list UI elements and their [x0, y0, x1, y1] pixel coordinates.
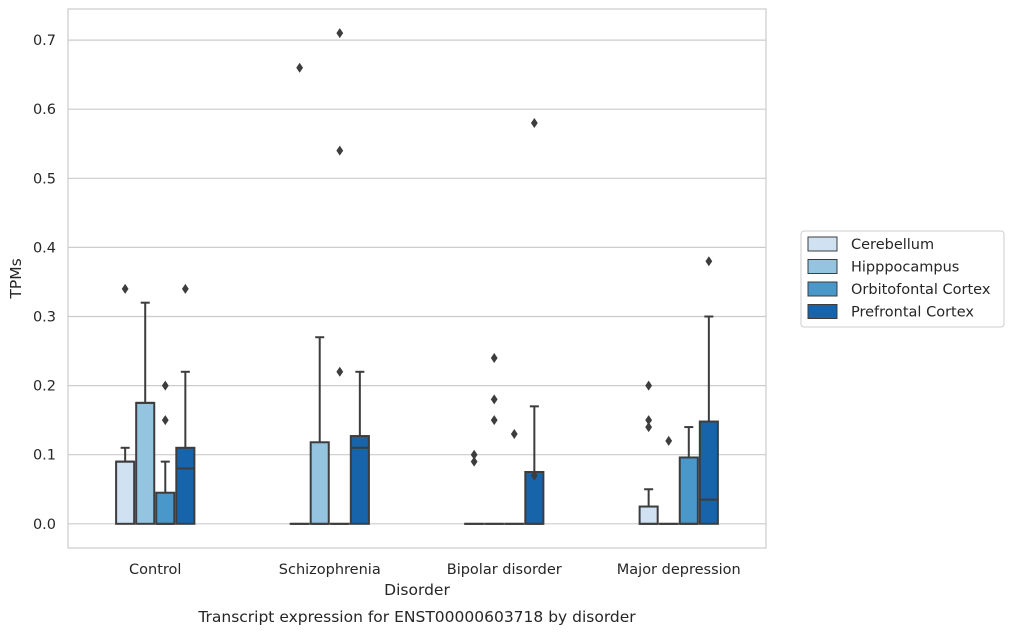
outlier-point	[645, 415, 653, 426]
box-body	[115, 460, 136, 525]
outlier-point	[161, 380, 169, 391]
box-body	[349, 435, 370, 525]
box-cerebellum	[289, 62, 310, 525]
legend-label: Hipppocampus	[851, 260, 959, 276]
outlier-point	[336, 28, 344, 39]
x-tick-label: Schizophrenia	[279, 562, 381, 578]
box-prefrontal-cortex	[175, 283, 196, 525]
box-hipppocampus	[484, 352, 505, 525]
outlier-point	[161, 415, 169, 426]
legend-label: Orbitofontal Cortex	[851, 282, 991, 298]
outlier-point	[705, 256, 713, 267]
outlier-point	[490, 394, 498, 405]
box-hipppocampus	[135, 301, 156, 525]
x-axis-ticks: Control Schizophrenia Bipolar disorder Majo…	[129, 562, 741, 578]
box-orbitofontal-cortex	[504, 428, 525, 525]
y-tick-label: 0.5	[33, 171, 56, 187]
legend-swatch	[807, 304, 838, 319]
box-body	[175, 446, 196, 525]
box-cerebellum	[638, 380, 659, 525]
y-tick-label: 0.6	[33, 102, 56, 118]
legend-swatch	[807, 236, 838, 252]
box-prefrontal-cortex	[698, 256, 719, 525]
box-hipppocampus	[658, 435, 679, 525]
box-orbitofontal-cortex	[329, 28, 350, 525]
y-tick-label: 0.3	[33, 310, 56, 326]
y-tick-label: 0.2	[33, 379, 56, 395]
y-axis-label: TPMs	[7, 258, 25, 299]
outlier-point	[510, 428, 518, 439]
outlier-point	[296, 62, 304, 73]
outlier-point	[645, 422, 653, 433]
y-tick-label: 0.1	[33, 448, 56, 464]
box-orbitofontal-cortex	[155, 380, 176, 525]
box-prefrontal-cortex	[349, 370, 370, 525]
x-tick-label: Control	[129, 562, 181, 578]
outlier-point	[470, 456, 478, 467]
x-axis-label: Disorder	[384, 581, 450, 599]
legend-frame	[800, 230, 1005, 328]
outlier-point	[336, 145, 344, 156]
box-plot-area	[115, 28, 719, 525]
chart-title: Transcript expression for ENST0000060371…	[197, 608, 636, 626]
x-tick-label: Bipolar disorder	[447, 562, 562, 578]
box-hipppocampus	[309, 336, 330, 525]
outlier-point	[470, 449, 478, 460]
box-body	[698, 420, 719, 525]
outlier-point	[490, 352, 498, 363]
legend-swatch	[807, 281, 838, 297]
box-body	[155, 491, 176, 525]
box-cerebellum	[464, 449, 485, 525]
y-tick-label: 0.7	[33, 33, 56, 49]
box-cerebellum	[115, 283, 136, 525]
outlier-point	[490, 415, 498, 426]
outlier-point	[530, 470, 538, 481]
y-tick-label: 0.4	[33, 240, 56, 256]
grid-lines	[68, 39, 766, 525]
box-prefrontal-cortex	[524, 118, 545, 525]
legend-label: Cerebellum	[851, 237, 934, 253]
box-body	[309, 441, 330, 525]
outlier-point	[665, 435, 673, 446]
legend-swatch	[807, 259, 838, 274]
box-body	[638, 505, 659, 525]
box-body	[135, 401, 156, 525]
outlier-point	[645, 380, 653, 391]
plot-frame	[67, 8, 767, 549]
outlier-point	[530, 118, 538, 129]
y-tick-label: 0.0	[33, 517, 56, 533]
box-orbitofontal-cortex	[678, 426, 699, 525]
x-tick-label: Major depression	[617, 562, 741, 578]
legend: Cerebellum Hipppocampus Orbitofontal Corte…	[800, 230, 1005, 328]
y-axis-ticks: 0.0 0.1 0.2 0.3 0.4 0.5 0.6 0.7	[33, 33, 56, 533]
outlier-point	[121, 283, 129, 294]
outlier-point	[336, 366, 344, 377]
outlier-point	[181, 283, 189, 294]
box-body	[678, 456, 699, 525]
legend-label: Prefrontal Cortex	[851, 305, 974, 321]
